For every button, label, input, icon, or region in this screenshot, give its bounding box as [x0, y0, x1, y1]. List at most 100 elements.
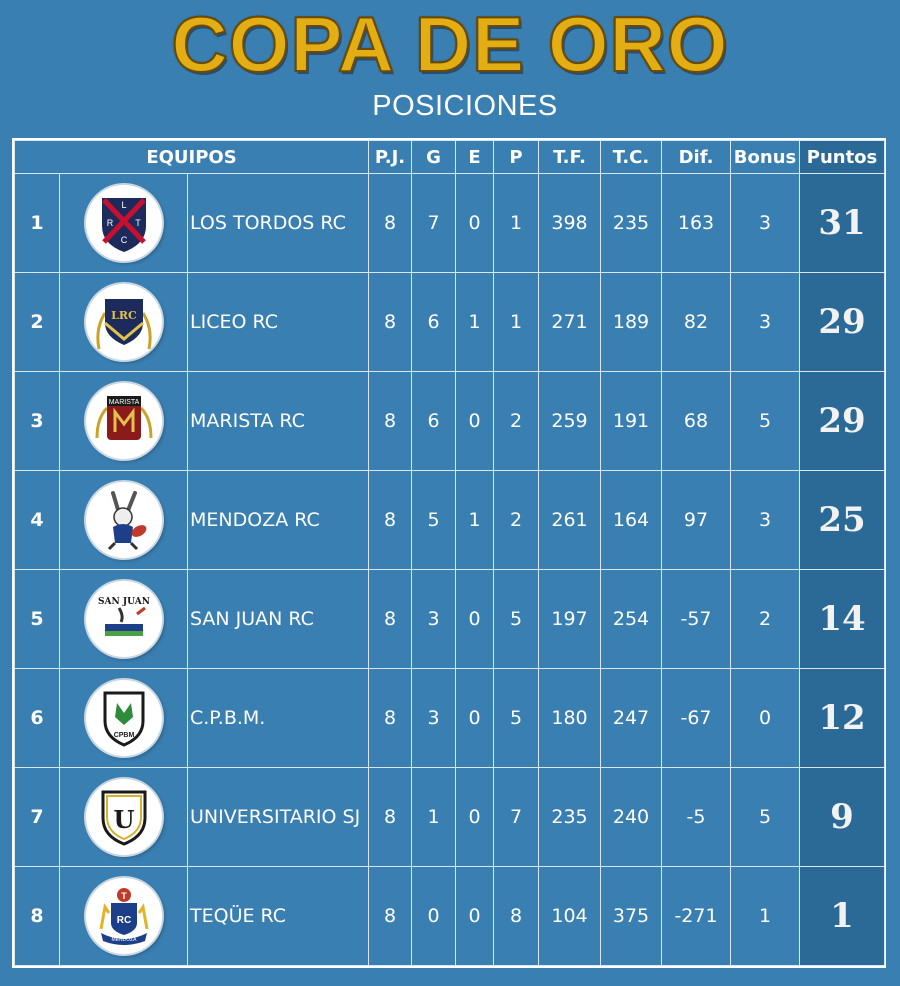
col-header-puntos: Puntos: [799, 140, 886, 174]
p-cell: 2: [493, 371, 540, 471]
pj-cell: 8: [368, 569, 413, 669]
logo-cell: T RC MENDOZA: [59, 866, 188, 966]
table-row: 6 CPBM C.P.B.M. 8 3 0 5 180 247: [14, 668, 886, 768]
team-name: MENDOZA RC: [186, 470, 370, 570]
los-tordos-crest-icon: L R T C: [85, 185, 162, 261]
svg-text:MARISTA: MARISTA: [108, 399, 139, 406]
dif-cell: -57: [661, 569, 732, 669]
col-header-tc: T.C.: [600, 140, 663, 174]
team-name: SAN JUAN RC: [186, 569, 370, 669]
tf-cell: 271: [538, 272, 602, 372]
universitario-crest-icon: U: [85, 779, 162, 855]
dif-cell: 163: [661, 173, 732, 273]
bonus-cell: 3: [730, 272, 801, 372]
g-cell: 1: [411, 767, 457, 867]
dif-cell: -271: [661, 866, 732, 966]
points-cell: 1: [799, 866, 886, 966]
pj-cell: 8: [368, 767, 413, 867]
table-row: 8 T RC MENDOZA TEQÜE RC: [14, 866, 886, 966]
page-title: COPA DE ORO: [170, 0, 729, 88]
p-cell: 8: [493, 866, 540, 966]
team-name: TEQÜE RC: [186, 866, 370, 966]
points-cell: 29: [799, 371, 886, 471]
col-header-equipos: EQUIPOS: [13, 140, 370, 174]
position-cell: 5: [14, 569, 60, 669]
logo-cell: CPBM: [59, 668, 188, 768]
standings-table: EQUIPOS P.J. G E P T.F. T.C. Dif. Bonus …: [13, 140, 886, 966]
team-name: UNIVERSITARIO SJ: [186, 767, 370, 867]
p-cell: 5: [493, 569, 540, 669]
tf-cell: 235: [538, 767, 602, 867]
g-cell: 7: [411, 173, 457, 273]
col-header-dif: Dif.: [661, 140, 732, 174]
tc-cell: 164: [600, 470, 663, 570]
e-cell: 1: [455, 470, 495, 570]
mendoza-rabbit-icon: [85, 482, 162, 558]
dif-cell: 82: [661, 272, 732, 372]
table-row: 7 U UNIVERSITARIO SJ 8 1 0 7 235 2: [14, 767, 886, 867]
standings-table-wrapper: EQUIPOS P.J. G E P T.F. T.C. Dif. Bonus …: [12, 138, 886, 968]
position-cell: 8: [14, 866, 60, 966]
tc-cell: 191: [600, 371, 663, 471]
dif-cell: 97: [661, 470, 732, 570]
p-cell: 1: [493, 272, 540, 372]
svg-text:SAN JUAN: SAN JUAN: [98, 597, 150, 607]
logo-cell: [59, 470, 188, 570]
team-name: LICEO RC: [186, 272, 370, 372]
points-cell: 14: [799, 569, 886, 669]
e-cell: 0: [455, 767, 495, 867]
table-header-row: EQUIPOS P.J. G E P T.F. T.C. Dif. Bonus …: [13, 140, 886, 174]
position-cell: 3: [14, 371, 60, 471]
bonus-cell: 0: [730, 668, 801, 768]
tc-cell: 247: [600, 668, 663, 768]
tc-cell: 235: [600, 173, 663, 273]
san-juan-crest-icon: SAN JUAN: [85, 581, 162, 657]
svg-text:CPBM: CPBM: [113, 732, 134, 739]
e-cell: 1: [455, 272, 495, 372]
e-cell: 0: [455, 866, 495, 966]
svg-text:C: C: [120, 235, 127, 245]
g-cell: 3: [411, 569, 457, 669]
pj-cell: 8: [368, 668, 413, 768]
cpbm-crest-icon: CPBM: [85, 680, 162, 756]
table-row: 2 LRC LICEO RC 8 6 1 1 271: [14, 272, 886, 372]
bonus-cell: 5: [730, 767, 801, 867]
logo-cell: MARISTA: [59, 371, 188, 471]
page-subtitle: POSICIONES: [372, 90, 558, 122]
points-cell: 9: [799, 767, 886, 867]
tf-cell: 180: [538, 668, 602, 768]
g-cell: 0: [411, 866, 457, 966]
svg-text:R: R: [106, 218, 113, 228]
svg-text:T: T: [121, 891, 127, 901]
position-cell: 2: [14, 272, 60, 372]
bonus-cell: 3: [730, 173, 801, 273]
col-header-e: E: [455, 140, 495, 174]
points-cell: 29: [799, 272, 886, 372]
position-cell: 1: [14, 173, 60, 273]
e-cell: 0: [455, 569, 495, 669]
svg-text:RC: RC: [116, 915, 130, 926]
tf-cell: 197: [538, 569, 602, 669]
e-cell: 0: [455, 173, 495, 273]
points-cell: 31: [799, 173, 886, 273]
points-cell: 12: [799, 668, 886, 768]
p-cell: 7: [493, 767, 540, 867]
position-cell: 7: [14, 767, 60, 867]
g-cell: 5: [411, 470, 457, 570]
col-header-bonus: Bonus: [730, 140, 801, 174]
svg-text:U: U: [113, 805, 134, 834]
p-cell: 1: [493, 173, 540, 273]
col-header-tf: T.F.: [538, 140, 602, 174]
tc-cell: 254: [600, 569, 663, 669]
pj-cell: 8: [368, 866, 413, 966]
logo-cell: L R T C: [59, 173, 188, 273]
marista-crest-icon: MARISTA: [85, 383, 162, 459]
tf-cell: 259: [538, 371, 602, 471]
tc-cell: 189: [600, 272, 663, 372]
team-name: LOS TORDOS RC: [186, 173, 370, 273]
p-cell: 2: [493, 470, 540, 570]
pj-cell: 8: [368, 173, 413, 273]
bonus-cell: 5: [730, 371, 801, 471]
dif-cell: -67: [661, 668, 732, 768]
e-cell: 0: [455, 371, 495, 471]
